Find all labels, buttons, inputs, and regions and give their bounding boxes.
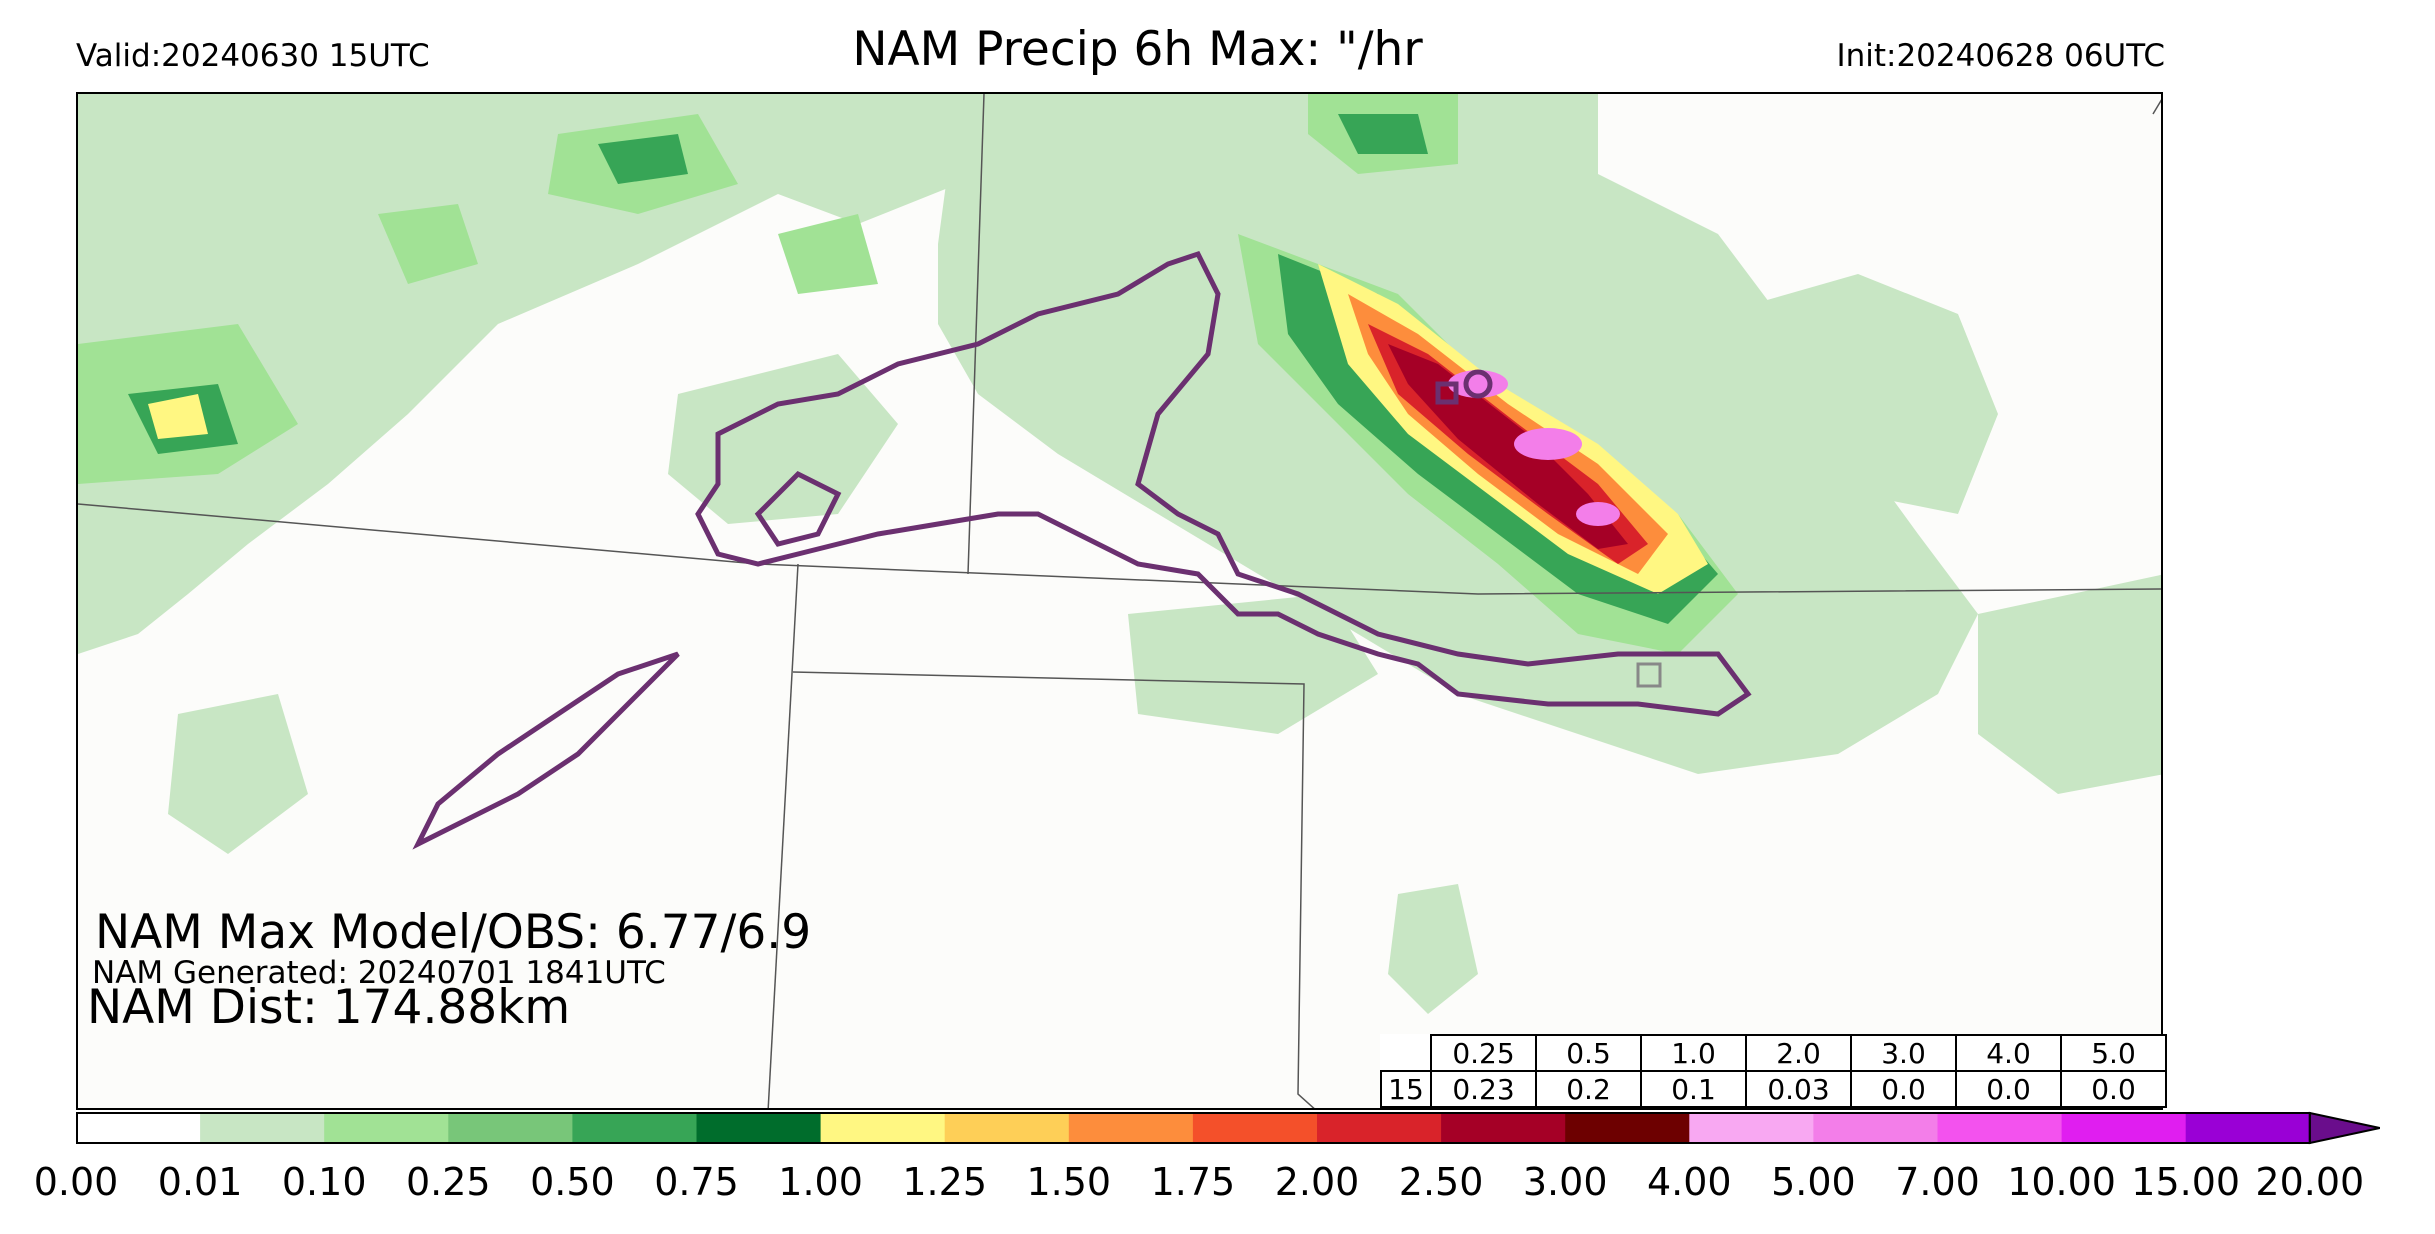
colorbar-segment — [1565, 1113, 1690, 1143]
colorbar-tick-label: 20.00 — [2255, 1160, 2365, 1204]
colorbar-tick-label: 1.75 — [1150, 1160, 1236, 1204]
colorbar-tick-label: 0.00 — [33, 1160, 119, 1204]
observed-precip-contour — [412, 250, 1752, 850]
threshold-cell: 4.0 — [1955, 1034, 2062, 1072]
colorbar-segment — [1813, 1113, 1939, 1143]
threshold-value-row: 15 0.23 0.2 0.1 0.03 0.0 0.0 0.0 — [1380, 1070, 2167, 1108]
colorbar-tick-label: 5.00 — [1771, 1160, 1856, 1204]
colorbar-tick-label: 7.00 — [1895, 1160, 1980, 1204]
colorbar-segment — [1192, 1113, 1318, 1143]
colorbar-segment — [76, 1113, 201, 1143]
colorbar-tick-label: 10.00 — [2007, 1160, 2116, 1204]
colorbar-extend-arrow — [2308, 1111, 2381, 1145]
colorbar-segment — [1441, 1113, 1566, 1143]
value-cell: 0.2 — [1535, 1070, 1642, 1108]
precip-pink-area — [1448, 370, 1620, 526]
threshold-table: 0.25 0.5 1.0 2.0 3.0 4.0 5.0 15 0.23 0.2… — [1380, 1034, 2167, 1108]
colorbar-segment — [200, 1113, 325, 1143]
colorbar-tick-label: 3.00 — [1522, 1160, 1608, 1204]
colorbar-tick-label: 1.25 — [902, 1160, 987, 1204]
threshold-cell: 1.0 — [1640, 1034, 1747, 1072]
colorbar-segment — [572, 1113, 698, 1143]
colorbar-segment — [820, 1113, 946, 1143]
table-corner — [1381, 1035, 1431, 1071]
obs-site-marker — [1636, 662, 1662, 688]
threshold-cell: 2.0 — [1745, 1034, 1852, 1072]
threshold-cell: 3.0 — [1850, 1034, 1957, 1072]
value-cell: 0.23 — [1430, 1070, 1537, 1108]
colorbar-labels: 0.00 0.01 0.10 0.25 0.50 0.75 1.00 1.25 1.50 1.75… — [0, 1160, 2435, 1210]
colorbar-tick-label: 0.25 — [405, 1160, 491, 1204]
colorbar-segment — [1317, 1113, 1442, 1143]
colorbar-tick-label: 2.00 — [1274, 1160, 1360, 1204]
colorbar-tick-label: 0.50 — [530, 1160, 615, 1204]
colorbar-segment — [1937, 1113, 2063, 1143]
colorbar-segment — [2185, 1113, 2311, 1143]
colorbar-tick-label: 4.00 — [1646, 1160, 1732, 1204]
colorbar-border — [76, 1112, 2311, 1144]
threshold-cell: 5.0 — [2060, 1034, 2167, 1072]
colorbar-tick-label: 0.10 — [281, 1160, 367, 1204]
value-cell: 0.0 — [1850, 1070, 1957, 1108]
colorbar-tick-label: 2.50 — [1398, 1160, 1484, 1204]
value-cell: 0.03 — [1745, 1070, 1852, 1108]
max-model-obs-text: NAM Max Model/OBS: 6.77/6.9 — [95, 905, 812, 960]
row-label-cell: 15 — [1380, 1070, 1432, 1108]
colorbar-tick-label: 15.00 — [2131, 1160, 2241, 1204]
colorbar-segment — [1068, 1113, 1194, 1143]
threshold-header-row: 0.25 0.5 1.0 2.0 3.0 4.0 5.0 — [1381, 1034, 2167, 1072]
state-boundaries — [78, 94, 2161, 1108]
generated-time-text: NAM Generated: 20240701 1841UTC — [92, 955, 666, 991]
map-canvas — [78, 94, 2161, 1108]
init-time: Init:20240628 06UTC — [1836, 38, 2165, 74]
map-title: NAM Precip 6h Max: "/hr — [852, 22, 1423, 77]
colorbar-segment — [2061, 1113, 2187, 1143]
colorbar — [76, 1111, 2381, 1145]
colorbar-segment — [696, 1113, 822, 1143]
colorbar-tick-label: 0.01 — [157, 1160, 243, 1204]
value-cell: 0.0 — [2060, 1070, 2167, 1108]
value-cell: 0.0 — [1955, 1070, 2062, 1108]
valid-time: Valid:20240630 15UTC — [76, 38, 430, 74]
threshold-cell: 0.25 — [1430, 1034, 1537, 1072]
colorbar-tick-label: 1.50 — [1026, 1160, 1112, 1204]
precip-map — [76, 92, 2163, 1110]
colorbar-tick-label: 0.75 — [654, 1160, 739, 1204]
distance-text: NAM Dist: 174.88km — [87, 980, 571, 1035]
colorbar-tick-label: 1.00 — [778, 1160, 863, 1204]
colorbar-segment — [1689, 1113, 1814, 1143]
colorbar-segment — [944, 1113, 1070, 1143]
value-cell: 0.1 — [1640, 1070, 1747, 1108]
colorbar-segment — [448, 1113, 573, 1143]
threshold-cell: 0.5 — [1535, 1034, 1642, 1072]
colorbar-segment — [324, 1113, 449, 1143]
precip-maroon-area — [1388, 344, 1628, 549]
